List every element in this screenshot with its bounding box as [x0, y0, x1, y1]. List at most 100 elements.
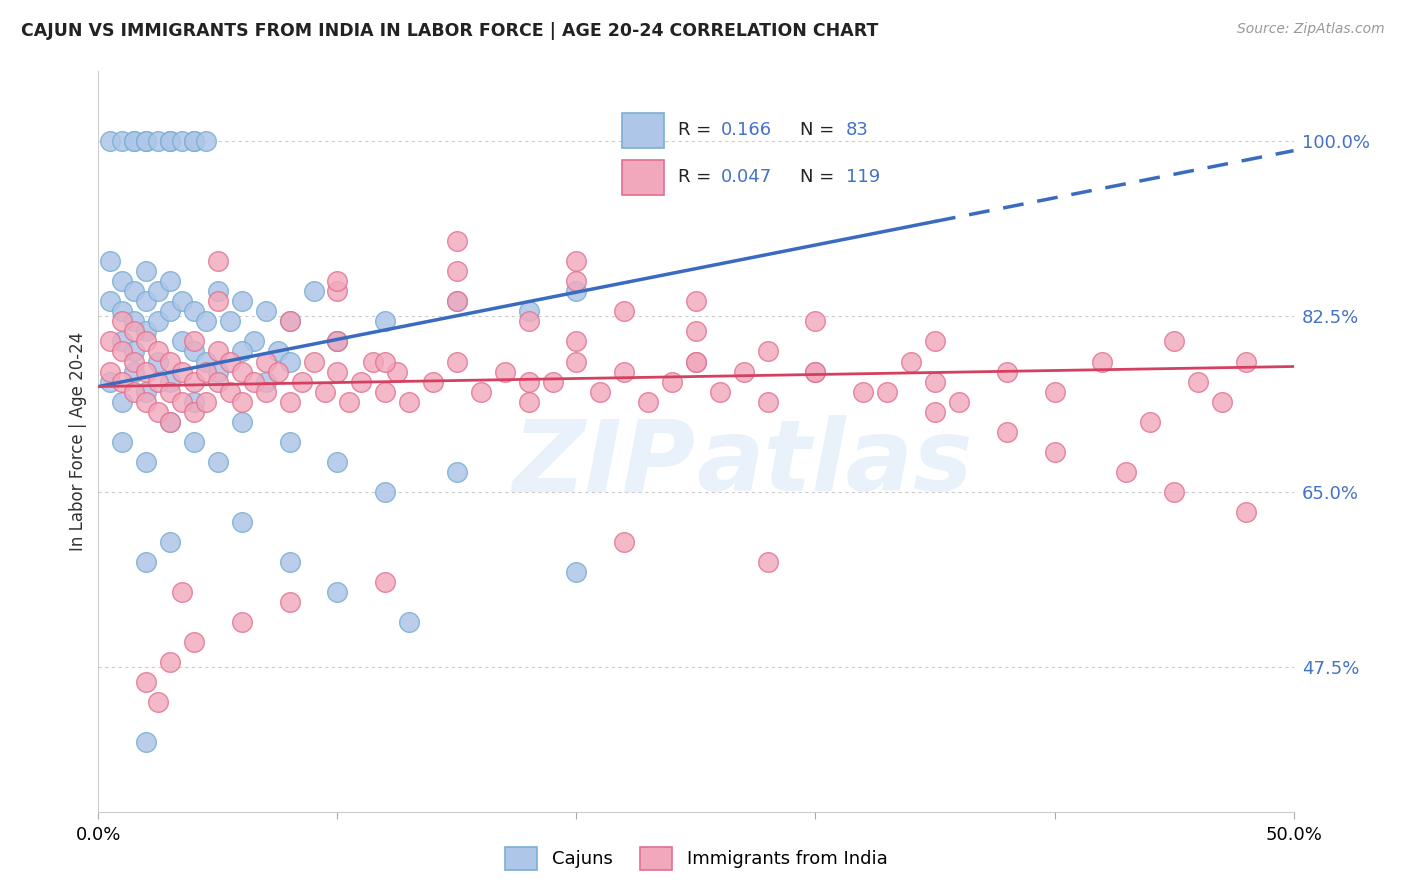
Point: [124, 314, 146, 328]
Point: [159, 415, 181, 429]
Point: [172, 135, 194, 149]
Point: [291, 375, 314, 389]
Point: [148, 375, 170, 389]
Point: [446, 294, 468, 309]
Point: [183, 634, 205, 648]
Point: [565, 285, 588, 299]
Point: [709, 384, 731, 399]
Point: [995, 425, 1018, 439]
Point: [183, 394, 205, 409]
Point: [135, 555, 157, 569]
Point: [172, 394, 194, 409]
Point: [613, 534, 636, 549]
Point: [231, 364, 253, 378]
Point: [385, 364, 409, 378]
Point: [254, 375, 277, 389]
Point: [948, 394, 970, 409]
Point: [278, 314, 301, 328]
Text: 0.166: 0.166: [721, 121, 772, 139]
Point: [111, 434, 134, 449]
Point: [326, 584, 349, 599]
Point: [124, 344, 146, 359]
Point: [135, 294, 157, 309]
Point: [494, 364, 516, 378]
Point: [183, 334, 205, 349]
Point: [183, 344, 205, 359]
Point: [517, 375, 540, 389]
Point: [231, 294, 253, 309]
Point: [363, 354, 385, 368]
Point: [111, 394, 134, 409]
Point: [159, 354, 181, 368]
Point: [278, 394, 301, 409]
Point: [326, 334, 349, 349]
Point: [326, 364, 349, 378]
Point: [1091, 354, 1114, 368]
Point: [398, 615, 420, 629]
Point: [1163, 484, 1185, 499]
Point: [135, 135, 157, 149]
Point: [565, 354, 588, 368]
Point: [231, 415, 253, 429]
Point: [541, 375, 564, 389]
Text: N =: N =: [800, 169, 839, 186]
Point: [733, 364, 755, 378]
Point: [339, 394, 361, 409]
Point: [517, 394, 540, 409]
Point: [148, 354, 170, 368]
Point: [804, 314, 827, 328]
Point: [111, 375, 134, 389]
Point: [111, 334, 134, 349]
Point: [183, 304, 205, 318]
Point: [685, 354, 707, 368]
Point: [172, 294, 194, 309]
Point: [267, 364, 290, 378]
Point: [135, 264, 157, 278]
Point: [374, 354, 396, 368]
Point: [685, 294, 707, 309]
Point: [565, 565, 588, 579]
Point: [278, 555, 301, 569]
Point: [111, 275, 134, 289]
Text: atlas: atlas: [696, 416, 973, 512]
Point: [124, 354, 146, 368]
Point: [231, 394, 253, 409]
Point: [111, 314, 134, 328]
Point: [1043, 444, 1066, 458]
Point: [231, 615, 253, 629]
Point: [350, 375, 373, 389]
Point: [278, 314, 301, 328]
Point: [183, 434, 205, 449]
Point: [183, 135, 205, 149]
Text: 0.047: 0.047: [721, 169, 772, 186]
Point: [195, 354, 218, 368]
Point: [98, 364, 122, 378]
Point: [315, 384, 337, 399]
Point: [278, 354, 301, 368]
Point: [995, 364, 1018, 378]
Point: [183, 404, 205, 418]
Point: [183, 375, 205, 389]
Point: [900, 354, 922, 368]
Point: [446, 235, 468, 249]
Point: [195, 394, 218, 409]
Point: [1163, 334, 1185, 349]
Point: [1211, 394, 1233, 409]
Point: [278, 434, 301, 449]
Point: [124, 285, 146, 299]
Point: [565, 334, 588, 349]
Point: [195, 364, 218, 378]
Point: [326, 454, 349, 468]
Point: [98, 254, 122, 268]
Point: [637, 394, 659, 409]
Point: [207, 364, 229, 378]
Point: [135, 454, 157, 468]
Point: [195, 135, 218, 149]
Point: [148, 314, 170, 328]
Point: [302, 354, 325, 368]
Point: [124, 384, 146, 399]
Point: [470, 384, 492, 399]
Point: [135, 384, 157, 399]
Point: [685, 325, 707, 339]
Point: [148, 285, 170, 299]
